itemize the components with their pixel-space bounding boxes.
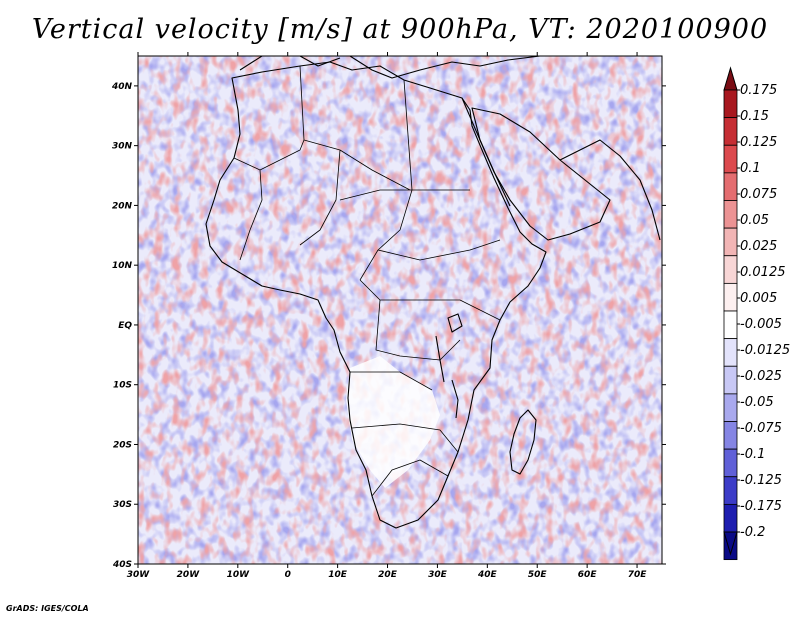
europe-coastline: [239, 56, 541, 79]
colorbar-label: 0.175: [740, 83, 777, 98]
madagascar-coastline: [509, 409, 537, 475]
africa-coastline: [205, 61, 547, 529]
colorbar-label: -0.2: [740, 525, 765, 540]
red-sea-coast: [461, 97, 511, 207]
colorbar-label: -0.125: [740, 473, 782, 488]
lon-label: 10W: [227, 570, 251, 580]
colorbar-swatch: [723, 393, 738, 422]
lon-label: 50E: [528, 570, 548, 580]
colorbar-swatch: [723, 338, 738, 367]
lat-label: 10S: [113, 381, 132, 391]
lon-label: 40E: [477, 570, 498, 580]
colorbar-label: 0.125: [740, 135, 777, 150]
colorbar-label: -0.0125: [740, 343, 790, 358]
lon-label: 20E: [378, 570, 398, 580]
colorbar-label: -0.175: [740, 499, 782, 514]
lon-label: 30E: [428, 570, 448, 580]
colorbar-label: 0.025: [740, 239, 777, 254]
lon-label: 20W: [177, 570, 201, 580]
colorbar-label: -0.05: [740, 395, 774, 410]
colorbar-label: -0.005: [740, 317, 782, 332]
lake-tanganyika: [435, 335, 445, 383]
plot-frame: [137, 55, 663, 565]
lon-label: 30W: [127, 570, 151, 580]
lon-label: 10E: [328, 570, 348, 580]
colorbar-top-arrow: [723, 66, 738, 91]
colorbar-swatch: [723, 503, 738, 533]
lon-label: 0: [285, 570, 291, 580]
colorbar-label: 0.075: [740, 187, 777, 202]
colorbar-swatch: [723, 476, 738, 505]
lat-label: 40S: [112, 560, 132, 570]
chart-title: Vertical velocity [m/s] at 900hPa, VT: 2…: [31, 14, 769, 45]
colorbar-swatch: [723, 89, 738, 119]
lat-label: 30S: [113, 500, 132, 510]
colorbar-swatch: [723, 448, 738, 478]
colorbar-label: 0.0125: [740, 265, 786, 280]
colorbar-swatch: [723, 310, 738, 340]
lat-label: EQ: [118, 321, 132, 331]
asia-coastline: [559, 139, 661, 241]
grads-credit: GrADS: IGES/COLA: [6, 604, 89, 613]
colorbar-label: -0.025: [740, 369, 782, 384]
lake-malawi: [451, 379, 459, 419]
colorbar-swatch: [723, 144, 738, 174]
colorbar-swatch: [723, 172, 738, 201]
lon-label: 60E: [578, 570, 598, 580]
lat-label: 20S: [113, 440, 132, 450]
colorbar-swatch: [723, 421, 738, 450]
colorbar-label: 0.005: [740, 291, 777, 306]
colorbar-label: -0.1: [740, 447, 765, 462]
colorbar-swatch: [723, 282, 738, 312]
velocity-field: [138, 56, 662, 564]
colorbar-swatch: [723, 227, 738, 257]
colorbar-swatch: [723, 117, 738, 146]
colorbar-label: -0.075: [740, 421, 782, 436]
lat-label: 10N: [112, 261, 133, 271]
lake-victoria: [447, 313, 463, 333]
colorbar-label: 0.15: [740, 109, 769, 124]
coastlines-and-borders: [205, 56, 661, 529]
low-signal-area: [346, 356, 440, 488]
colorbar-swatch: [723, 255, 738, 284]
colorbar-label: 0.1: [740, 161, 761, 176]
colorbar-swatch: [723, 200, 738, 229]
lat-label: 20N: [112, 201, 133, 211]
country-borders: [233, 65, 501, 497]
lat-label: 30N: [112, 142, 133, 152]
colorbar: 0.175 0.15 0.125 0.1 0.075 0.05 0.025 0.0125 0.0…: [723, 66, 790, 561]
lon-label: 70E: [628, 570, 648, 580]
lat-label: 40N: [111, 82, 133, 92]
colorbar-bottom-arrow: [723, 531, 738, 556]
colorbar-label: 0.05: [740, 213, 769, 228]
colorbar-swatch: [723, 365, 738, 395]
